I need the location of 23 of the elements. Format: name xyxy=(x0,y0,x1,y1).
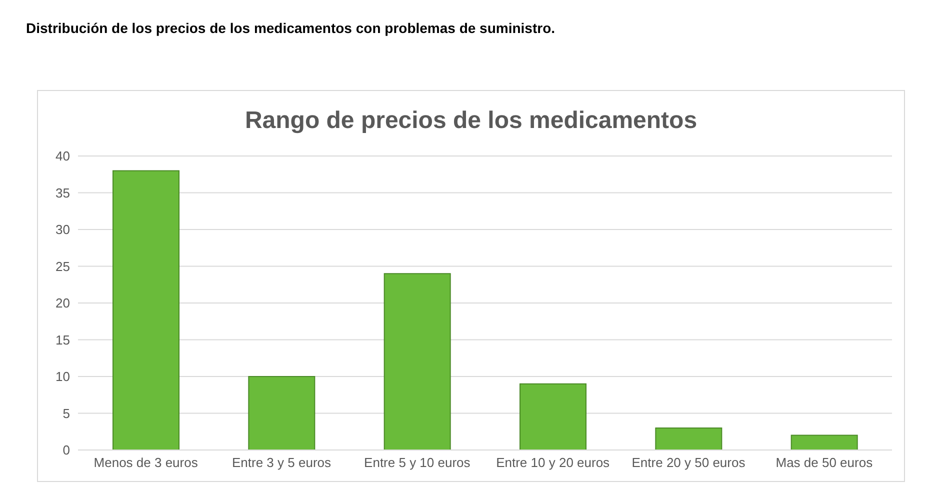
y-tick-label: 0 xyxy=(62,442,70,458)
bar xyxy=(520,383,586,450)
y-tick-label: 30 xyxy=(56,222,70,238)
bar xyxy=(384,273,451,450)
x-tick-label: Entre 5 y 10 euros xyxy=(364,455,471,470)
y-tick-label: 15 xyxy=(56,332,70,348)
bar xyxy=(248,376,316,450)
y-tick-label: 25 xyxy=(56,258,70,274)
y-tick-label: 35 xyxy=(56,185,70,200)
x-tick-label: Mas de 50 euros xyxy=(776,455,874,470)
x-tick-label: Menos de 3 euros xyxy=(94,455,198,470)
x-tick-label: Entre 10 y 20 euros xyxy=(496,455,610,470)
chart-subtitle: Rango de precios de los medicamentos xyxy=(244,107,698,135)
y-tick-label: 5 xyxy=(62,406,70,421)
y-tick-label: 20 xyxy=(56,296,70,311)
bar xyxy=(790,434,858,450)
y-tick-label: 40 xyxy=(56,148,70,164)
y-tick-label: 10 xyxy=(56,369,70,384)
bar xyxy=(112,170,180,450)
chart-title: Distribución de los precios de los medicamentos con problemas de suministro. xyxy=(26,20,556,36)
x-tick-label: Entre 20 y 50 euros xyxy=(632,455,746,470)
x-tick-label: Entre 3 y 5 euros xyxy=(232,455,332,470)
bar xyxy=(655,427,722,450)
